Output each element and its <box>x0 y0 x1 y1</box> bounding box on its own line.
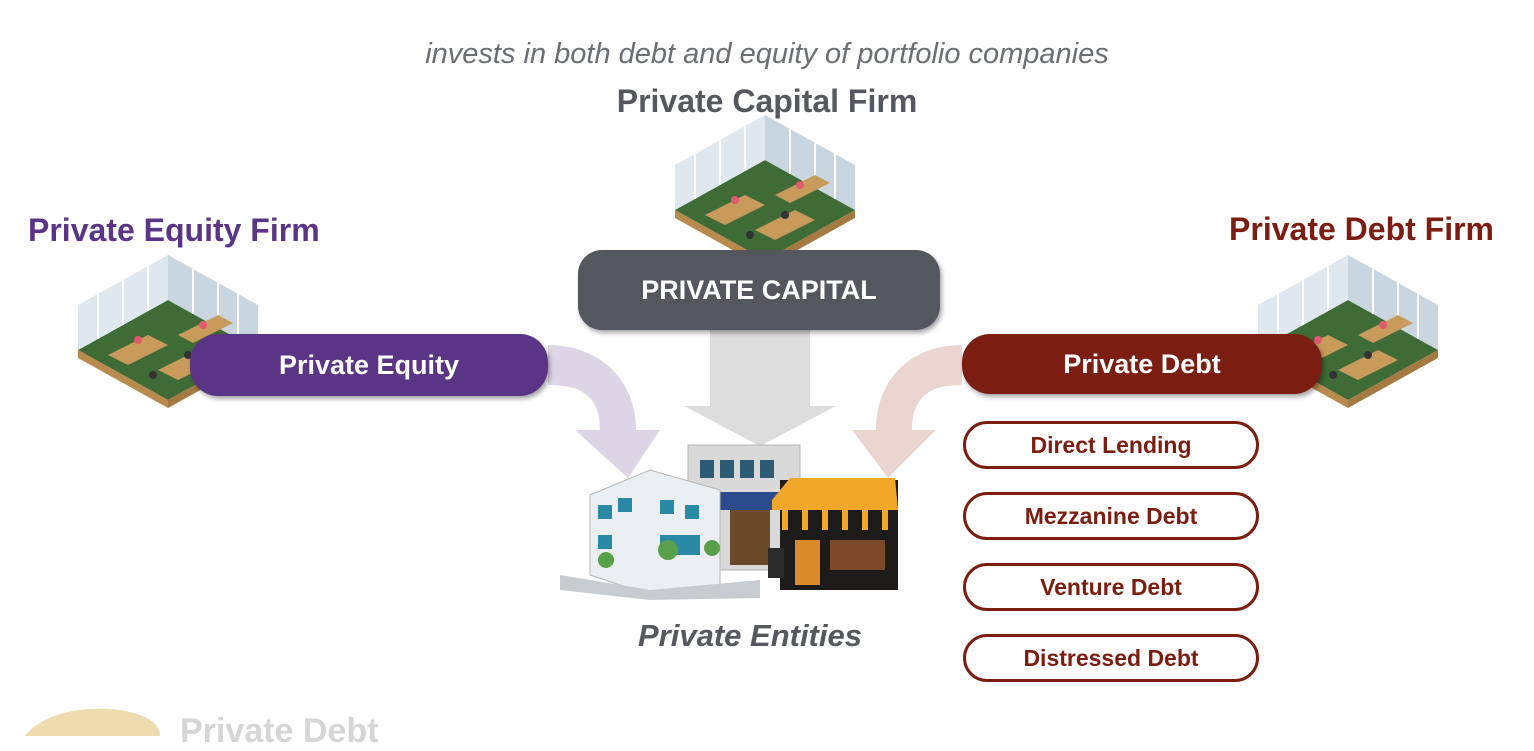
private-entities-label: Private Entities <box>638 618 862 653</box>
private-debt-pill: Private Debt <box>962 334 1322 394</box>
private-equity-pill: Private Equity <box>190 334 548 396</box>
capital-arrow <box>684 328 836 446</box>
diagram-subtitle: invests in both debt and equity of portf… <box>425 38 1109 70</box>
debt-type-direct-lending: Direct Lending <box>963 421 1259 469</box>
private-capital-pill: PRIVATE CAPITAL <box>578 250 940 330</box>
equity-firm-title: Private Equity Firm <box>28 212 320 248</box>
watermark-text: Private Debt <box>180 712 379 750</box>
debt-firm-title: Private Debt Firm <box>1229 211 1494 247</box>
equity-arrow <box>548 345 660 478</box>
capital-firm-office-image <box>674 114 856 269</box>
debt-arrow <box>852 345 962 478</box>
watermark-logo <box>25 708 160 736</box>
private-entities-image <box>560 444 898 600</box>
capital-firm-title: Private Capital Firm <box>616 83 918 119</box>
debt-type-distressed: Distressed Debt <box>963 634 1259 682</box>
debt-type-venture: Venture Debt <box>963 563 1259 611</box>
debt-type-mezzanine: Mezzanine Debt <box>963 492 1259 540</box>
